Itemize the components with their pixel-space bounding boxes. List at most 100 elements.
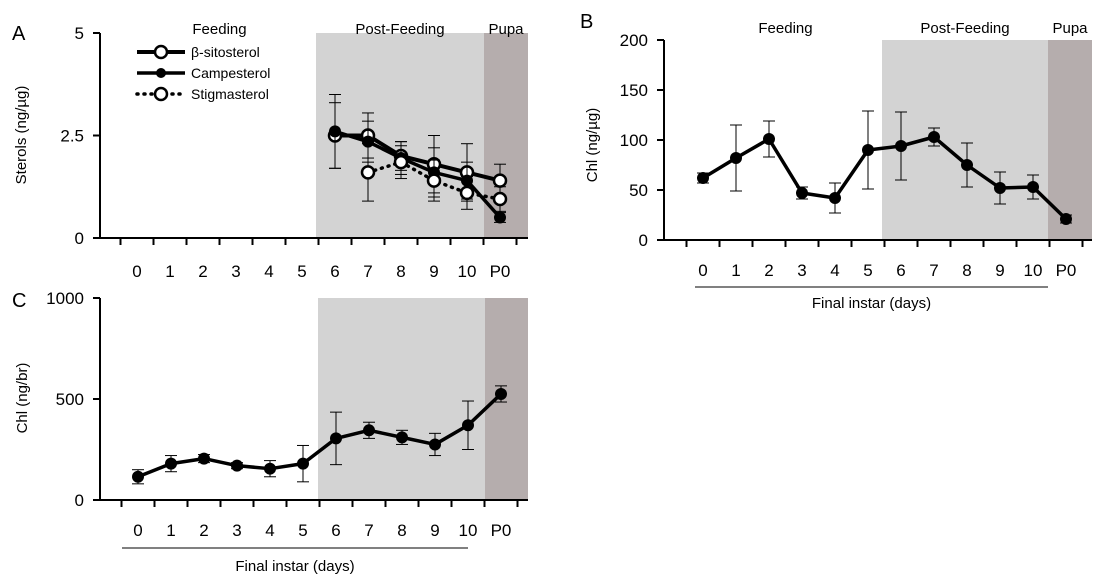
x-tick-label: P0 (491, 521, 512, 540)
x-tick-label: 6 (331, 521, 340, 540)
legend-marker (153, 44, 169, 60)
data-point (1060, 213, 1072, 225)
x-tick-label: 9 (995, 261, 1004, 280)
panel-letter-c: C (12, 290, 26, 312)
x-tick-label: 7 (929, 261, 938, 280)
region-label-feeding: Feeding (192, 21, 246, 38)
x-tick-label: 2 (198, 262, 207, 281)
legend-marker (156, 68, 166, 78)
data-point (362, 135, 374, 148)
y-tick-label: 0 (75, 229, 84, 248)
data-point (763, 133, 775, 145)
x-tick-label: 3 (232, 521, 241, 540)
data-point (697, 172, 709, 184)
data-point (928, 131, 940, 143)
y-tick-label: 500 (56, 390, 84, 409)
data-point (459, 185, 475, 201)
y-tick-label: 0 (639, 231, 648, 250)
y-axis-label: Sterols (ng/µg) (13, 86, 30, 185)
x-tick-label: 10 (458, 262, 477, 281)
region-label-pupa: Pupa (1052, 20, 1088, 37)
x-tick-label: 0 (133, 521, 142, 540)
data-point (495, 387, 507, 400)
x-tick-label: 6 (330, 262, 339, 281)
data-point (494, 211, 506, 224)
x-tick-label: 5 (863, 261, 872, 280)
x-tick-label: 8 (396, 262, 405, 281)
post-feeding-shade (882, 40, 1048, 240)
data-point (198, 452, 210, 465)
data-point (730, 152, 742, 164)
chart-panel-c: C 0 500 1000 0 1 2 3 4 5 6 7 8 9 10 P0 Chl (ng/br) Final … (12, 289, 528, 575)
pupa-shade (485, 298, 528, 500)
y-tick-label: 2.5 (60, 127, 84, 146)
x-tick-label: 5 (297, 262, 306, 281)
legend: β-sitosterol Campesterol Stigmasterol (135, 44, 270, 102)
x-tick-label: 0 (132, 262, 141, 281)
x-tick-label: 2 (199, 521, 208, 540)
data-point (264, 462, 276, 475)
y-tick-label: 5 (75, 24, 84, 43)
data-point (426, 173, 442, 188)
data-point (961, 159, 973, 171)
region-label-post-feeding: Post-Feeding (355, 21, 444, 38)
y-tick-label: 200 (620, 31, 648, 50)
data-point (360, 165, 376, 180)
series-stigmasterol (360, 143, 508, 212)
x-axis-label: Final instar (days) (235, 558, 354, 575)
data-point (895, 140, 907, 152)
panel-letter-b: B (580, 11, 593, 33)
y-tick-label: 1000 (46, 289, 84, 308)
x-tick-label: P0 (1056, 261, 1077, 280)
x-tick-label: 4 (264, 262, 273, 281)
y-tick-label: 0 (75, 491, 84, 510)
post-feeding-shade (318, 298, 485, 500)
data-point (363, 424, 375, 437)
x-tick-label: 7 (363, 262, 372, 281)
y-tick-label: 150 (620, 81, 648, 100)
chart-panel-a: Feeding Post-Feeding Pupa A 0 2.5 5 0 1 2 3 4 5 6 7 8 9 1… (12, 21, 528, 281)
data-point (1027, 181, 1039, 193)
y-tick-label: 50 (629, 181, 648, 200)
data-point (231, 459, 243, 472)
x-tick-label: 5 (298, 521, 307, 540)
x-tick-label: 4 (830, 261, 839, 280)
y-axis-label: Chl (ng/br) (14, 363, 31, 434)
x-tick-label: 8 (397, 521, 406, 540)
data-point (862, 144, 874, 156)
x-tick-label: 1 (165, 262, 174, 281)
series-0 (132, 385, 507, 485)
y-tick-label: 100 (620, 131, 648, 150)
x-tick-label: 8 (962, 261, 971, 280)
x-tick-label: 0 (698, 261, 707, 280)
data-point (429, 438, 441, 451)
data-point (492, 173, 508, 188)
x-tick-label: 1 (166, 521, 175, 540)
data-point (462, 419, 474, 432)
x-tick-label: 3 (231, 262, 240, 281)
y-axis-label: Chl (ng/µg) (584, 108, 601, 183)
x-tick-label: 9 (430, 521, 439, 540)
data-point (796, 187, 808, 199)
panel-letter-a: A (12, 23, 26, 45)
x-axis-label: Final instar (days) (812, 295, 931, 312)
x-tick-label: 10 (1024, 261, 1043, 280)
x-tick-label: 10 (459, 521, 478, 540)
data-point (829, 192, 841, 204)
region-label-post-feeding: Post-Feeding (920, 20, 1009, 37)
x-tick-label: 4 (265, 521, 274, 540)
series-0 (697, 110, 1072, 225)
x-tick-label: 2 (764, 261, 773, 280)
x-tick-label: 7 (364, 521, 373, 540)
data-point (396, 431, 408, 444)
region-label-feeding: Feeding (758, 20, 812, 37)
data-point (492, 191, 508, 207)
region-label-pupa: Pupa (488, 21, 524, 38)
x-tick-label: 9 (429, 262, 438, 281)
legend-label: Stigmasterol (191, 86, 269, 102)
data-point (329, 125, 341, 138)
x-tick-label: 3 (797, 261, 806, 280)
data-point (994, 182, 1006, 194)
x-tick-label: 6 (896, 261, 905, 280)
